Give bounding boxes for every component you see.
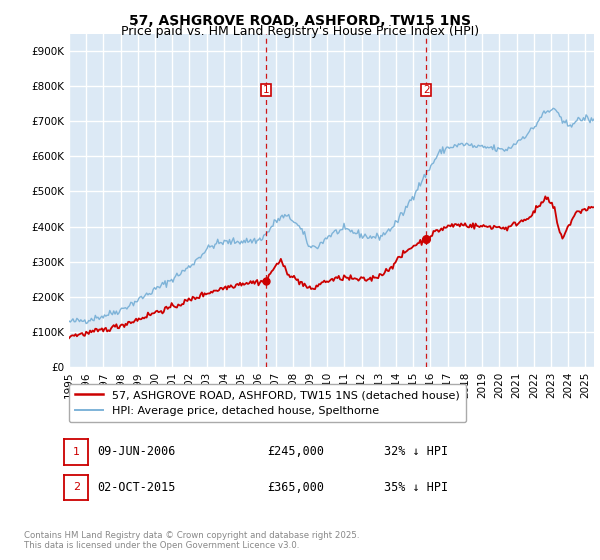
- Text: £365,000: £365,000: [267, 480, 324, 494]
- Text: Price paid vs. HM Land Registry's House Price Index (HPI): Price paid vs. HM Land Registry's House …: [121, 25, 479, 38]
- FancyBboxPatch shape: [261, 83, 271, 96]
- Text: 2: 2: [73, 482, 80, 492]
- Text: 35% ↓ HPI: 35% ↓ HPI: [384, 480, 448, 494]
- Text: 02-OCT-2015: 02-OCT-2015: [97, 480, 176, 494]
- Legend: 57, ASHGROVE ROAD, ASHFORD, TW15 1NS (detached house), HPI: Average price, detac: 57, ASHGROVE ROAD, ASHFORD, TW15 1NS (de…: [68, 384, 466, 422]
- Text: 09-JUN-2006: 09-JUN-2006: [97, 445, 176, 459]
- Text: 1: 1: [263, 85, 269, 95]
- FancyBboxPatch shape: [421, 83, 431, 96]
- Text: £245,000: £245,000: [267, 445, 324, 459]
- Text: Contains HM Land Registry data © Crown copyright and database right 2025.
This d: Contains HM Land Registry data © Crown c…: [24, 530, 359, 550]
- Text: 57, ASHGROVE ROAD, ASHFORD, TW15 1NS: 57, ASHGROVE ROAD, ASHFORD, TW15 1NS: [129, 14, 471, 28]
- Text: 1: 1: [73, 447, 80, 457]
- Text: 2: 2: [423, 85, 430, 95]
- Text: 32% ↓ HPI: 32% ↓ HPI: [384, 445, 448, 459]
